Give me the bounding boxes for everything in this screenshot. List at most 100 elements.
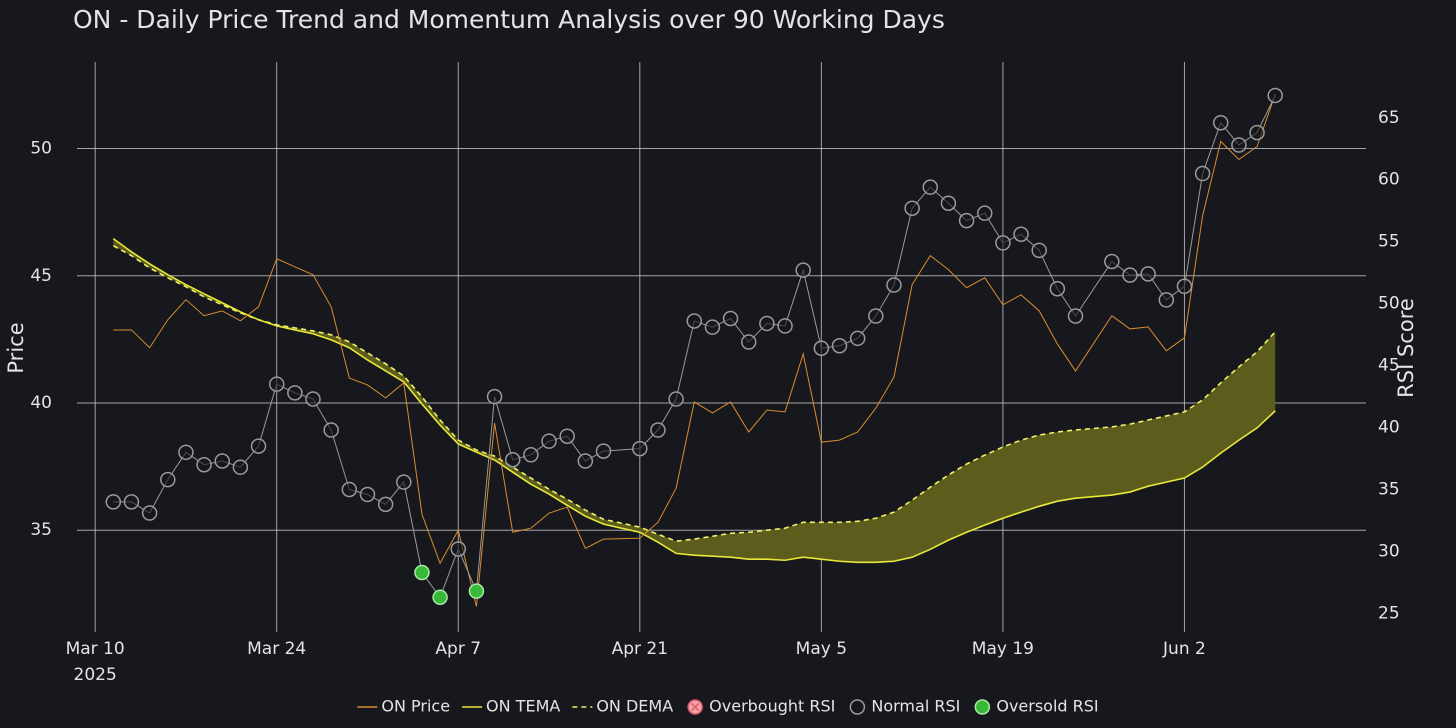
x-tick-sublabel: 2025: [74, 665, 117, 685]
rsi-marker: [123, 494, 140, 510]
rsi-marker: [976, 205, 993, 221]
x-tick-label: Apr 7: [435, 639, 481, 659]
rsi-marker: [468, 583, 485, 599]
legend-label: ON Price: [381, 697, 450, 716]
legend-label: Normal RSI: [871, 697, 960, 716]
rsi-marker: [105, 494, 122, 510]
y2-tick-label: 40: [1378, 418, 1400, 438]
rsi-marker: [1013, 226, 1029, 242]
legend-label: ON TEMA: [486, 697, 560, 716]
rsi-marker: [1231, 137, 1247, 153]
rsi-marker: [795, 262, 811, 278]
rsi-marker: [1122, 267, 1138, 283]
rsi-marker: [450, 541, 467, 557]
rsi-marker: [958, 212, 975, 229]
rsi-marker: [287, 385, 303, 401]
rsi-marker: [849, 330, 866, 347]
rsi-marker: [1249, 124, 1265, 141]
rsi-marker: [686, 313, 703, 329]
rsi-marker: [377, 496, 394, 513]
rsi-marker: [577, 453, 594, 469]
rsi-marker: [486, 388, 503, 405]
rsi-marker: [523, 447, 539, 463]
rsi-marker: [341, 481, 358, 498]
rsi-marker: [777, 318, 793, 334]
rsi-marker: [1267, 87, 1283, 104]
y2-tick-label: 35: [1378, 480, 1400, 500]
x-tick-label: May 19: [972, 639, 1034, 659]
rsi-marker: [396, 474, 412, 490]
rsi-marker: [813, 340, 830, 356]
rsi-marker: [432, 589, 448, 606]
legend-marker: [974, 699, 991, 715]
rsi-marker: [1049, 281, 1066, 297]
x-tick-label: May 5: [796, 639, 847, 659]
rsi-marker: [759, 315, 775, 332]
y2-tick-label: 60: [1378, 170, 1400, 190]
rsi-marker: [250, 438, 267, 454]
x-tick-label: Mar 10: [66, 639, 125, 659]
x-tick-label: Apr 21: [612, 639, 668, 659]
rsi-line: [113, 95, 1276, 599]
rsi-marker: [995, 235, 1011, 251]
legend-marker: [849, 699, 866, 715]
rsi-marker: [141, 505, 158, 521]
fill-between: [113, 238, 1276, 563]
rsi-marker: [722, 310, 739, 327]
rsi-marker: [632, 440, 648, 457]
line-series: [112, 245, 1276, 542]
y-axis-title: Price: [4, 322, 28, 373]
rsi-marker: [160, 471, 176, 488]
rsi-marker: [541, 433, 557, 449]
rsi-marker: [650, 422, 666, 438]
legend-marker-x: [691, 702, 700, 712]
rsi-marker: [232, 459, 249, 475]
rsi-marker: [559, 428, 575, 444]
rsi-marker: [704, 319, 721, 335]
legend-label: Overbought RSI: [709, 697, 835, 716]
rsi-marker: [1213, 114, 1229, 131]
y-tick-label: 50: [30, 139, 52, 159]
x-tick-label: Mar 24: [247, 639, 306, 659]
rsi-marker: [595, 443, 612, 459]
rsi-marker: [323, 422, 339, 438]
rsi-marker: [268, 376, 285, 392]
rsi-marker: [178, 444, 194, 461]
y2-tick-label: 50: [1378, 294, 1400, 314]
rsi-marker: [886, 277, 902, 293]
y2-axis-title: RSI Score: [1394, 298, 1418, 398]
y-tick-label: 40: [30, 393, 52, 413]
rsi-marker: [504, 452, 521, 468]
rsi-marker: [668, 391, 684, 407]
line-series: [112, 237, 1276, 564]
rsi-marker: [831, 338, 848, 354]
rsi-marker: [196, 456, 212, 473]
y2-tick-label: 65: [1378, 108, 1400, 128]
y2-tick-label: 25: [1378, 603, 1400, 623]
rsi-marker: [214, 453, 230, 469]
rsi-marker: [305, 391, 321, 407]
y-tick-label: 45: [30, 266, 52, 286]
chart-title: ON - Daily Price Trend and Momentum Anal…: [73, 5, 945, 34]
y2-tick-label: 30: [1378, 541, 1400, 561]
rsi-marker: [940, 195, 957, 212]
y2-tick-label: 45: [1378, 356, 1400, 376]
line-series: [113, 94, 1276, 607]
rsi-marker: [922, 179, 939, 195]
rsi-marker: [1067, 308, 1084, 324]
x-tick-label: Jun 2: [1162, 639, 1206, 659]
rsi-marker: [740, 334, 757, 350]
legend-label: Oversold RSI: [996, 697, 1098, 716]
rsi-marker: [1194, 165, 1211, 182]
legend-label: ON DEMA: [596, 697, 673, 716]
rsi-marker: [1140, 266, 1156, 282]
rsi-marker: [1031, 242, 1047, 259]
rsi-marker: [1176, 278, 1193, 295]
rsi-marker: [1104, 253, 1120, 270]
rsi-marker: [868, 308, 884, 324]
y-tick-label: 35: [30, 520, 52, 540]
rsi-marker: [359, 486, 376, 503]
y2-tick-label: 55: [1378, 232, 1400, 252]
rsi-marker: [1158, 292, 1175, 308]
